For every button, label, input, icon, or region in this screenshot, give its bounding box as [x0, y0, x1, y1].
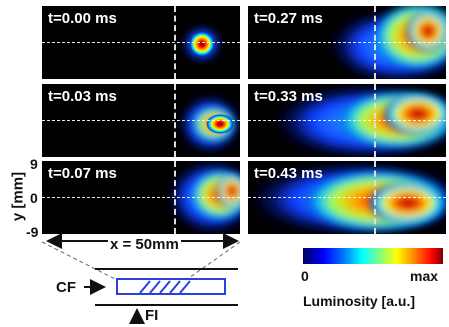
centerline: [42, 120, 240, 121]
x-span-label: x = 50mm: [108, 236, 181, 253]
frame-t003: t=0.03 ms: [42, 84, 240, 157]
y-tick-mid: 0: [30, 190, 38, 206]
time-label: t=0.03 ms: [48, 88, 117, 105]
colorbar-min: 0: [301, 268, 309, 284]
reference-line: [174, 84, 176, 157]
frame-t043: t=0.43 ms: [248, 161, 446, 234]
flame-luminosity-image: [182, 25, 222, 63]
y-tick-bottom: -9: [26, 224, 39, 240]
time-label: t=0.27 ms: [254, 10, 323, 27]
frame-t000: t=0.00 ms: [42, 6, 240, 79]
reference-line: [174, 161, 176, 234]
frame-t007: t=0.07 ms: [42, 161, 240, 234]
colorbar-label: Luminosity [a.u.]: [303, 293, 415, 309]
frame-t027: t=0.27 ms: [248, 6, 446, 79]
colorbar-max: max: [410, 268, 439, 284]
fi-label: FI: [145, 307, 159, 324]
flame-luminosity-image: [328, 6, 446, 79]
time-label: t=0.33 ms: [254, 88, 323, 105]
centerline: [248, 197, 446, 198]
colorbar: [303, 248, 443, 264]
reference-line: [374, 6, 376, 79]
time-label: t=0.43 ms: [254, 165, 323, 182]
centerline: [42, 42, 240, 43]
reference-line: [374, 84, 376, 157]
reference-line: [374, 161, 376, 234]
flame-luminosity-image: [167, 161, 240, 234]
y-axis-label: y [mm]: [9, 171, 27, 222]
time-label: t=0.07 ms: [48, 165, 117, 182]
time-label: t=0.00 ms: [48, 10, 117, 27]
centerline: [42, 197, 240, 198]
cf-label: CF: [56, 279, 76, 296]
centerline: [248, 42, 446, 43]
y-tick-top: 9: [30, 156, 38, 172]
centerline: [248, 120, 446, 121]
frame-t033: t=0.33 ms: [248, 84, 446, 157]
flame-luminosity-image: [178, 94, 240, 154]
reference-line: [174, 6, 176, 79]
